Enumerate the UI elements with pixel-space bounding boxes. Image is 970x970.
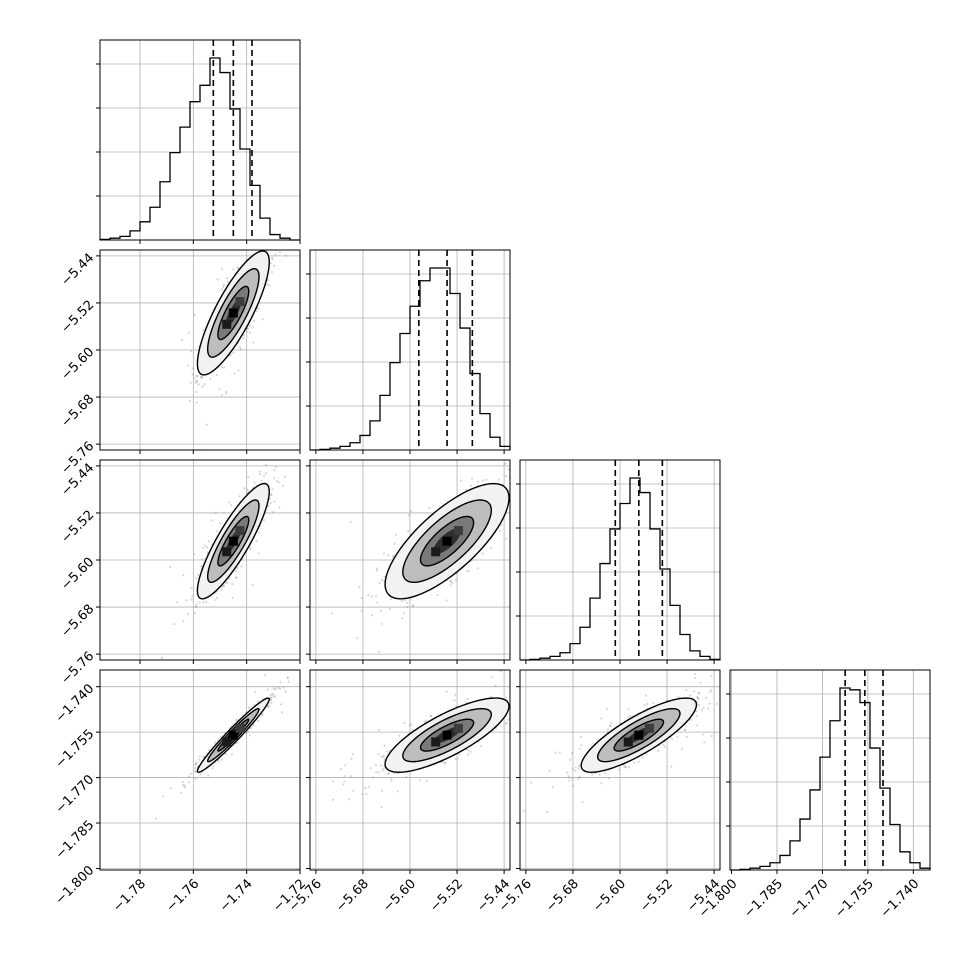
y-tick-label: −5.60 bbox=[59, 345, 98, 384]
density-peak bbox=[222, 547, 232, 557]
x-tick-label: −5.52 bbox=[427, 876, 466, 915]
x-tick-label: −1.74 bbox=[217, 876, 256, 915]
density-peak bbox=[634, 730, 644, 740]
y-tick-label: −1.770 bbox=[53, 772, 98, 817]
density-peak bbox=[623, 737, 633, 747]
histogram-panel bbox=[516, 459, 721, 664]
histogram-step bbox=[520, 477, 721, 661]
x-tick-label: −5.68 bbox=[543, 876, 582, 915]
x-tick-label: −1.755 bbox=[832, 876, 877, 921]
density-peak bbox=[222, 737, 232, 747]
x-tick-label: −1.770 bbox=[787, 876, 832, 921]
y-tick-label: −5.52 bbox=[59, 298, 98, 337]
density-peak bbox=[453, 723, 463, 733]
x-tick-label: −5.60 bbox=[590, 876, 629, 915]
scatter-contour-panel: −1.78 −1.76 −1.74 −1.72−1.800−1.785−1.770−1… bbox=[53, 669, 309, 915]
axes-border bbox=[729, 669, 931, 871]
histogram-panel: −1.800 −1.785 −1.770 −1.755 −1.740 bbox=[696, 669, 931, 921]
y-tick-label: −5.60 bbox=[59, 555, 98, 594]
x-tick-label: −5.68 bbox=[333, 876, 372, 915]
y-tick-label: −1.785 bbox=[53, 818, 98, 863]
x-tick-label: −1.785 bbox=[741, 876, 786, 921]
density-peak bbox=[442, 730, 452, 740]
x-tick-label: −1.740 bbox=[878, 876, 923, 921]
y-tick-label: −5.52 bbox=[59, 508, 98, 547]
x-tick-label: −5.52 bbox=[637, 876, 676, 915]
density-peak bbox=[228, 308, 238, 318]
x-tick-label: −5.60 bbox=[380, 876, 419, 915]
scatter-contour-panel bbox=[306, 459, 511, 664]
density-peak bbox=[431, 547, 441, 557]
y-tick-label: −5.76 bbox=[59, 649, 98, 688]
histogram-panel bbox=[96, 39, 301, 244]
y-tick-label: −1.740 bbox=[53, 681, 98, 726]
histogram-panel bbox=[306, 249, 511, 454]
scatter-contour-panel: −5.76−5.68−5.60−5.52−5.44 bbox=[59, 459, 301, 688]
histogram-step bbox=[99, 57, 300, 241]
density-peak bbox=[222, 319, 232, 329]
density-peak bbox=[453, 526, 463, 536]
scatter-contour-panel: −5.76−5.68−5.60−5.52−5.44 bbox=[286, 669, 513, 915]
y-tick-label: −5.68 bbox=[59, 602, 98, 641]
density-peak bbox=[431, 737, 441, 747]
density-peak bbox=[644, 723, 654, 733]
density-peak bbox=[235, 723, 245, 733]
y-tick-label: −5.68 bbox=[59, 392, 98, 431]
histogram-step bbox=[310, 267, 511, 451]
density-peak bbox=[235, 297, 245, 307]
axes-border bbox=[99, 39, 301, 241]
y-tick-label: −1.755 bbox=[53, 727, 98, 772]
x-tick-label: −1.78 bbox=[110, 876, 149, 915]
density-peak bbox=[228, 536, 238, 546]
density-peak bbox=[235, 526, 245, 536]
x-tick-label: −1.76 bbox=[164, 876, 203, 915]
histogram-step bbox=[730, 687, 931, 871]
y-tick-label: −1.800 bbox=[53, 863, 98, 908]
axes-border bbox=[99, 669, 301, 871]
density-peak bbox=[442, 536, 452, 546]
y-tick-label: −5.44 bbox=[59, 251, 98, 290]
density-peak bbox=[228, 730, 238, 740]
